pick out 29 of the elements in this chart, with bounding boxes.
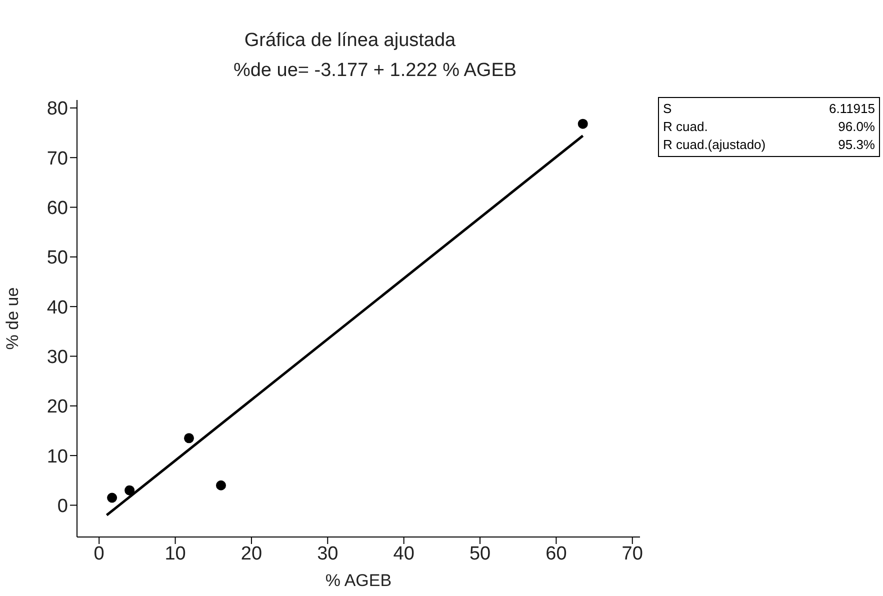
y-tick-label: 40 <box>46 297 68 318</box>
y-tick-label: 30 <box>46 346 68 368</box>
point <box>107 492 118 503</box>
text: R cuad. 96.0% <box>663 119 875 134</box>
y-tick-label: 60 <box>46 198 68 220</box>
y-axis-title: % de ue <box>3 287 22 350</box>
x-tick-label: 50 <box>469 543 491 564</box>
y-tick-label: 80 <box>46 98 68 120</box>
x-axis-title: % AGEB <box>325 571 392 590</box>
text: R cuad.(ajustado) 95.3% <box>663 137 875 152</box>
point <box>216 480 226 490</box>
y-tick-label: 0 <box>57 496 68 517</box>
point <box>124 485 135 496</box>
x-tick-label: 10 <box>164 543 186 564</box>
chart-title: Gráfica de línea ajustada <box>243 30 457 52</box>
y-tick-label: 20 <box>46 396 68 418</box>
x-tick-label: 60 <box>546 543 567 564</box>
y-tick-label: 70 <box>46 148 68 170</box>
x-tick-label: 70 <box>622 543 643 564</box>
y-tick-label: 10 <box>46 446 68 468</box>
x-tick-label: 20 <box>240 543 262 564</box>
point <box>184 433 194 444</box>
y-tick-label: 50 <box>46 248 68 269</box>
x-tick-label: 40 <box>393 543 414 564</box>
chart-subtitle: %de ue= -3.177 + 1.222 % AGEB <box>232 60 518 82</box>
point <box>578 118 588 129</box>
text: S 6.11915 <box>663 101 875 116</box>
x-tick-label: 30 <box>317 543 338 564</box>
x-tick-label: 0 <box>94 543 104 564</box>
